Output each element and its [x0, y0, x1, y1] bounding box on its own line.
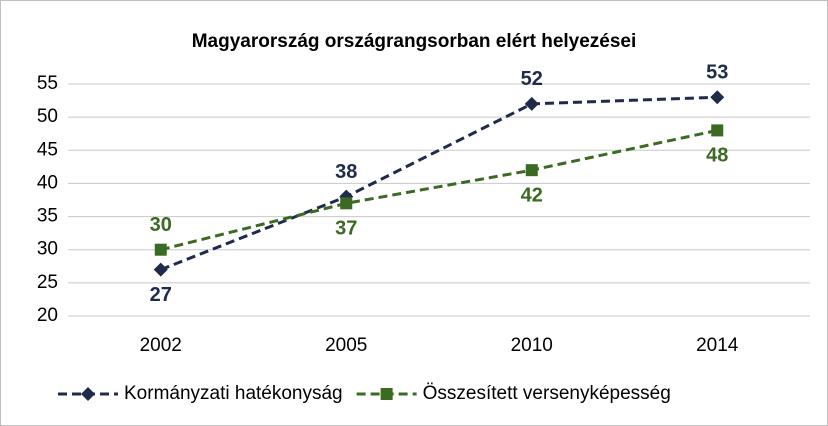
data-label: 30	[150, 214, 172, 236]
point	[153, 262, 168, 277]
data-label: 42	[521, 184, 543, 206]
point	[340, 197, 353, 210]
series-line	[160, 128, 718, 252]
series-line	[160, 95, 718, 271]
x-tick-label: 2010	[511, 335, 553, 356]
legend-marker	[380, 388, 393, 400]
y-tick-label: 30	[37, 239, 58, 260]
y-tick-label: 55	[37, 73, 58, 94]
y-tick-label: 20	[37, 305, 58, 326]
x-tick-label: 2005	[325, 335, 367, 356]
x-tick-label: 2002	[140, 335, 182, 356]
point	[711, 124, 724, 137]
legend-marker	[81, 387, 95, 401]
chart-title: Magyarország országrangsorban elért hely…	[192, 31, 637, 52]
point	[524, 96, 539, 111]
data-label: 52	[521, 68, 543, 90]
legend-label: Összesített versenyképesség	[423, 383, 671, 404]
x-tick-label: 2014	[696, 335, 739, 356]
y-tick-label: 40	[37, 172, 58, 193]
point	[154, 243, 167, 256]
legend-label: Kormányzati hatékonyság	[124, 383, 343, 404]
y-tick-label: 45	[37, 139, 58, 160]
data-label: 27	[150, 284, 172, 306]
y-tick-label: 35	[37, 206, 58, 227]
y-tick-label: 25	[37, 272, 58, 293]
y-tick-label: 50	[37, 106, 58, 127]
data-label: 53	[706, 62, 728, 84]
point	[710, 90, 725, 105]
data-label: 38	[335, 161, 357, 183]
point	[525, 164, 538, 177]
data-label: 37	[335, 218, 357, 240]
data-label: 48	[706, 145, 728, 167]
